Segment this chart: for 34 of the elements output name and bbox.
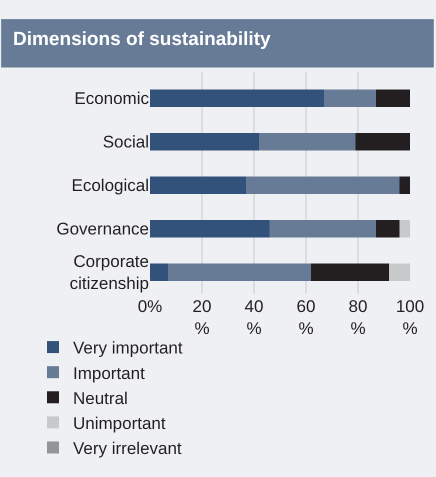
bar [311, 264, 390, 281]
legend-label: Unimportant [73, 414, 166, 433]
y-tick-label: Corporate citizenship [70, 252, 149, 294]
bar [150, 264, 168, 281]
bar [246, 176, 400, 194]
bar [270, 220, 376, 238]
bar [259, 132, 356, 150]
bar [150, 176, 246, 194]
bar [150, 89, 324, 107]
bar [150, 132, 260, 150]
bar [376, 220, 400, 238]
bar [389, 264, 410, 281]
y-tick-label: Social [102, 132, 149, 152]
bar [168, 264, 312, 281]
x-tick-label: 0% [138, 297, 162, 316]
x-tick-label: 100 % [396, 297, 424, 338]
y-tick-label: Ecological [72, 176, 149, 196]
bar [376, 89, 410, 107]
y-tick-label: Economic [74, 89, 150, 108]
x-tick-label: 80 % [348, 297, 368, 338]
x-tick-label: 40 % [244, 297, 264, 338]
bar [324, 89, 376, 107]
bar [400, 220, 410, 238]
bar [355, 132, 410, 150]
legend-label: Neutral [73, 388, 128, 408]
chart-title: Dimensions of sustainability [13, 29, 272, 50]
bar [400, 176, 410, 194]
legend-label: Very irrelevant [73, 439, 182, 458]
x-tick-label: 60 % [296, 297, 316, 338]
x-tick-label: 20 % [192, 297, 212, 338]
legend-label: Important [73, 364, 146, 383]
legend-label: Very important [73, 338, 183, 358]
y-tick-label: Governance [56, 220, 149, 239]
bar [150, 220, 270, 238]
